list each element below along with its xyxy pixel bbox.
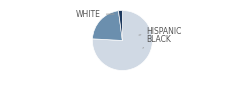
Text: WHITE: WHITE [76,10,114,19]
Text: BLACK: BLACK [143,34,171,48]
Legend: 75.8%, 22.0%, 2.1%: 75.8%, 22.0%, 2.1% [35,98,150,100]
Wedge shape [92,10,152,70]
Text: HISPANIC: HISPANIC [139,27,182,36]
Wedge shape [92,11,122,40]
Wedge shape [119,10,122,40]
